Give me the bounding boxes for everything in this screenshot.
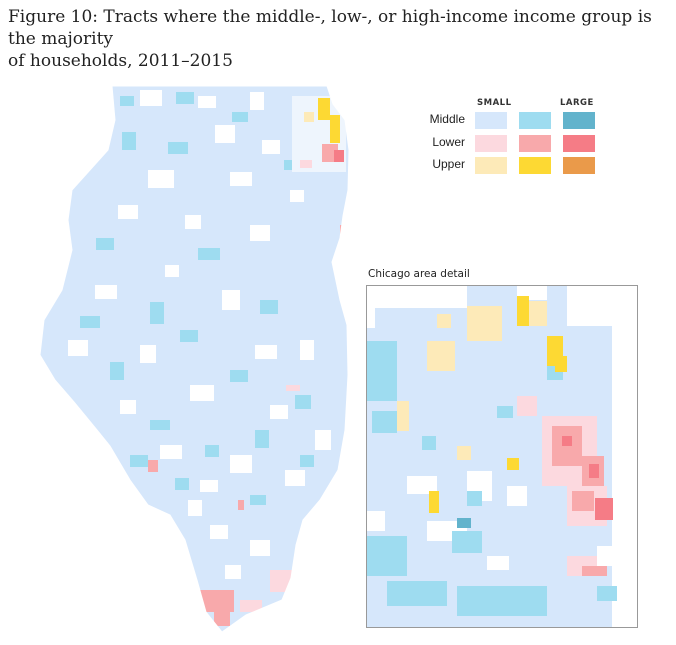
legend-large-label: LARGE bbox=[560, 98, 594, 108]
inset-no-majority bbox=[367, 286, 637, 627]
swatch-middle-medium bbox=[519, 112, 551, 129]
swatch-upper-medium bbox=[519, 157, 551, 174]
middle-large-areas bbox=[80, 92, 314, 505]
swatch-lower-small bbox=[475, 135, 507, 152]
swatch-upper-small bbox=[475, 157, 507, 174]
swatch-middle-small bbox=[475, 112, 507, 129]
chicago-inset-map bbox=[367, 286, 637, 627]
no-majority-areas bbox=[68, 90, 331, 579]
swatch-lower-large bbox=[563, 135, 595, 152]
chicago-cluster bbox=[292, 96, 346, 172]
figure-title: Figure 10: Tracts where the middle-, low… bbox=[8, 6, 668, 72]
legend-row-upper-label: Upper bbox=[432, 157, 465, 171]
figure-title-line-1: Figure 10: Tracts where the middle-, low… bbox=[8, 7, 652, 49]
legend-small-label: SMALL bbox=[477, 98, 512, 108]
chicago-inset bbox=[366, 285, 638, 628]
inset-title: Chicago area detail bbox=[368, 268, 470, 280]
swatch-upper-large bbox=[563, 157, 595, 174]
swatch-lower-medium bbox=[519, 135, 551, 152]
swatch-middle-large bbox=[563, 112, 595, 129]
inset-middle-largest bbox=[457, 518, 471, 528]
legend-row-lower-label: Lower bbox=[432, 135, 465, 149]
figure-title-line-2: of households, 2011–2015 bbox=[8, 51, 233, 71]
legend-row-middle-label: Middle bbox=[429, 112, 465, 126]
inset-upper-large bbox=[429, 296, 567, 513]
inset-lower-large bbox=[562, 436, 613, 520]
inset-middle-large bbox=[367, 341, 617, 616]
